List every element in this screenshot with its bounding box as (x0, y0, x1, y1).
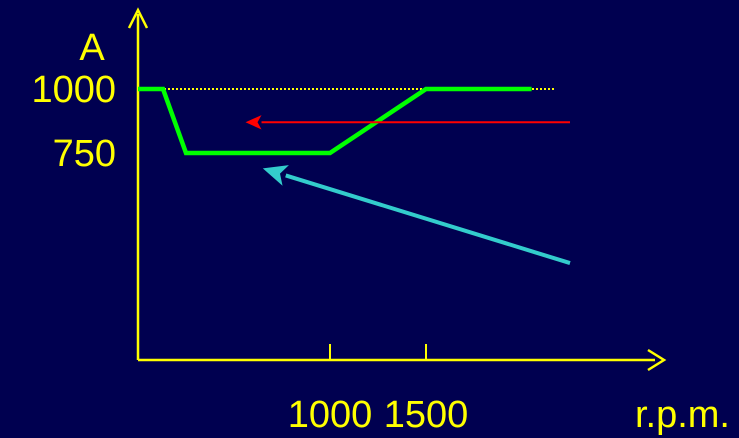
series-line-1 (138, 86, 532, 156)
annotation-arrowhead-2 (262, 165, 289, 186)
ticks: 1000 1500 1000 750 (31, 69, 468, 436)
x-tick-label-1000: 1000 (288, 394, 373, 436)
y-tick-label-1000: 1000 (31, 69, 116, 111)
x-axis-label: r.p.m. (635, 394, 730, 436)
y-tick-label-750: 750 (53, 133, 116, 175)
y-axis-arrowhead (127, 7, 149, 29)
x-tick-label-1500: 1500 (384, 394, 469, 436)
annotation-arrowhead-1 (245, 115, 262, 130)
y-axis-label: A (79, 27, 105, 69)
x-axis-arrowhead (647, 348, 667, 372)
axes (127, 7, 667, 372)
plot-area (138, 86, 571, 265)
annotation-arrow-2 (285, 173, 571, 265)
